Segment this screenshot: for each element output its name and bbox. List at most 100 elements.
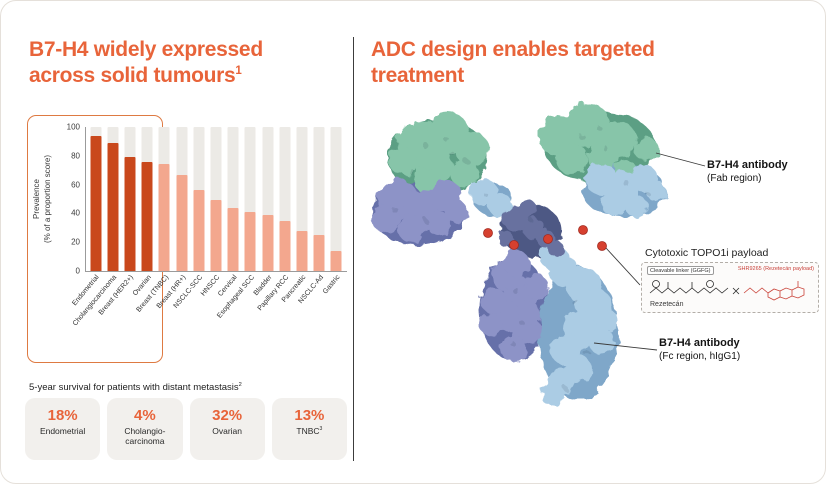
right-title-line1: ADC design enables targeted <box>371 38 655 61</box>
y-tick-label: 20 <box>71 237 80 247</box>
left-title-line1: B7-H4 widely expressed <box>29 38 263 61</box>
right-panel-title: ADC design enables targeted treatment <box>371 37 701 88</box>
bar-track <box>227 127 239 271</box>
molecule-body <box>372 103 666 406</box>
survival-stat-card: 32% Ovarian <box>189 398 265 460</box>
bar <box>176 174 188 271</box>
bar-track <box>244 127 256 271</box>
bar-column-10: Bladder <box>252 127 274 297</box>
bar-column-0: Endometrial <box>72 127 102 307</box>
linker-skeleton <box>649 280 740 295</box>
bar <box>210 200 222 271</box>
bar-column-7: HNSCC <box>200 127 222 298</box>
left-title-line2: across solid tumours <box>29 63 236 87</box>
bar-column-8: Cervical <box>217 127 240 298</box>
bar <box>193 190 205 271</box>
surface-speckles <box>393 124 649 392</box>
y-axis-tick-labels: 0 20 40 60 80 100 <box>65 123 82 276</box>
bar-column-6: NSCLC-SCC <box>173 127 205 310</box>
stat-label: TNBC3 <box>296 426 323 436</box>
bar-track <box>193 127 205 271</box>
bar-column-3: Ovarian <box>131 127 154 297</box>
survival-stat-card: 13% TNBC3 <box>271 398 347 460</box>
chemical-structure-drawing <box>649 280 805 301</box>
bar-track <box>176 127 188 271</box>
bar-column-9: Esophageal SCC <box>216 127 257 320</box>
fc-region-label: B7-H4 antibody (Fc region, hIgG1) <box>659 337 740 363</box>
payload-name: Rezetecán <box>650 301 684 308</box>
payload-title: Cytotoxic TOPO1i payload <box>645 247 769 259</box>
left-title-superscript: 1 <box>235 64 242 77</box>
prevalence-bar-chart: Prevalence (% of a proportion score) 0 20… <box>31 119 349 369</box>
bar <box>227 207 239 271</box>
stat-value: 4% <box>134 407 156 424</box>
bar <box>124 157 136 271</box>
right-title-line2: treatment <box>371 63 464 87</box>
bar-track <box>124 127 136 271</box>
bar-column-13: NSCLC-Ad <box>297 127 326 305</box>
fc-label-sub: (Fc region, hIgG1) <box>659 350 741 362</box>
bar-track <box>90 127 102 271</box>
survival-heading: 5-year survival for patients with distan… <box>29 382 242 393</box>
bar-track <box>158 127 170 271</box>
bar <box>244 211 256 271</box>
bar-column-12: Pancreatic <box>281 127 308 304</box>
payload-compound-tag: SHR9265 (Rezetecán payload) <box>737 266 814 272</box>
x-axis-line <box>85 271 347 272</box>
bar-track <box>141 127 153 271</box>
bar-column-2: Breast (HER2+) <box>98 127 136 317</box>
bar-column-14: Gastric <box>322 127 343 295</box>
bar-track <box>107 127 119 271</box>
bar-track <box>330 127 342 271</box>
stat-value: 13% <box>294 407 325 424</box>
cleavable-linker-tag: Cleavable linker (GGFG) <box>647 266 714 275</box>
bar <box>330 250 342 271</box>
purple-region <box>372 179 548 362</box>
bar-column-11: Papillary RCC <box>257 127 291 312</box>
bar-track <box>296 127 308 271</box>
antibody-molecule-illustration <box>372 103 706 406</box>
survival-heading-text: 5-year survival for patients with distan… <box>29 382 239 394</box>
payload-structure-box: Cleavable linker (GGFG) SHR9265 (Rezetec… <box>641 262 819 313</box>
y-tick-label: 60 <box>71 180 80 190</box>
y-tick-label: 80 <box>71 151 80 161</box>
survival-stat-card: 4% Cholangio-carcinoma <box>107 398 183 460</box>
stat-label: Endometrial <box>39 426 86 436</box>
stat-label: Ovarian <box>212 426 242 436</box>
fab-label-bold: B7-H4 antibody <box>707 159 788 171</box>
bar <box>158 164 170 271</box>
payload-dots <box>483 225 607 251</box>
bar-series: Endometrial Cholangiocarcinoma Breast (HER… <box>72 127 346 327</box>
bar-column-5: Breast (HR+) <box>155 127 188 310</box>
bar-column-1: Cholangiocarcinoma <box>72 127 119 327</box>
y-axis-title-line2: (% of a proportion score) <box>42 154 52 244</box>
y-tick-label: 40 <box>71 208 80 218</box>
y-axis-line <box>85 127 86 272</box>
bar-track <box>313 127 325 271</box>
vertical-divider <box>353 37 354 461</box>
stat-label: Cholangio-carcinoma <box>124 426 166 447</box>
fab-label-sub: (Fab region) <box>707 172 762 184</box>
stat-value: 32% <box>212 407 243 424</box>
stat-value: 18% <box>47 407 78 424</box>
bar <box>90 135 102 271</box>
bar <box>296 230 308 271</box>
y-axis-title: Prevalence (% of a proportion score) <box>32 127 54 271</box>
bar-track <box>210 127 222 271</box>
bar <box>141 161 153 271</box>
bar-column-4: Breast (TNBC) <box>135 127 171 314</box>
bar <box>107 142 119 271</box>
y-axis-title-line1: Prevalence <box>32 178 41 220</box>
y-tick-label: 0 <box>75 266 80 276</box>
bar-track <box>262 127 274 271</box>
survival-stats-row: 18% Endometrial 4% Cholangio-carcinoma 32% Ov… <box>25 398 347 460</box>
survival-stat-card: 18% Endometrial <box>25 398 101 460</box>
left-panel-title: B7-H4 widely expressed across solid tumo… <box>29 37 339 88</box>
fc-label-bold: B7-H4 antibody <box>659 337 740 349</box>
hinge-region <box>498 200 564 257</box>
payload-skeleton <box>743 281 805 301</box>
bar <box>279 220 291 271</box>
bar <box>313 235 325 271</box>
bar <box>262 214 274 271</box>
